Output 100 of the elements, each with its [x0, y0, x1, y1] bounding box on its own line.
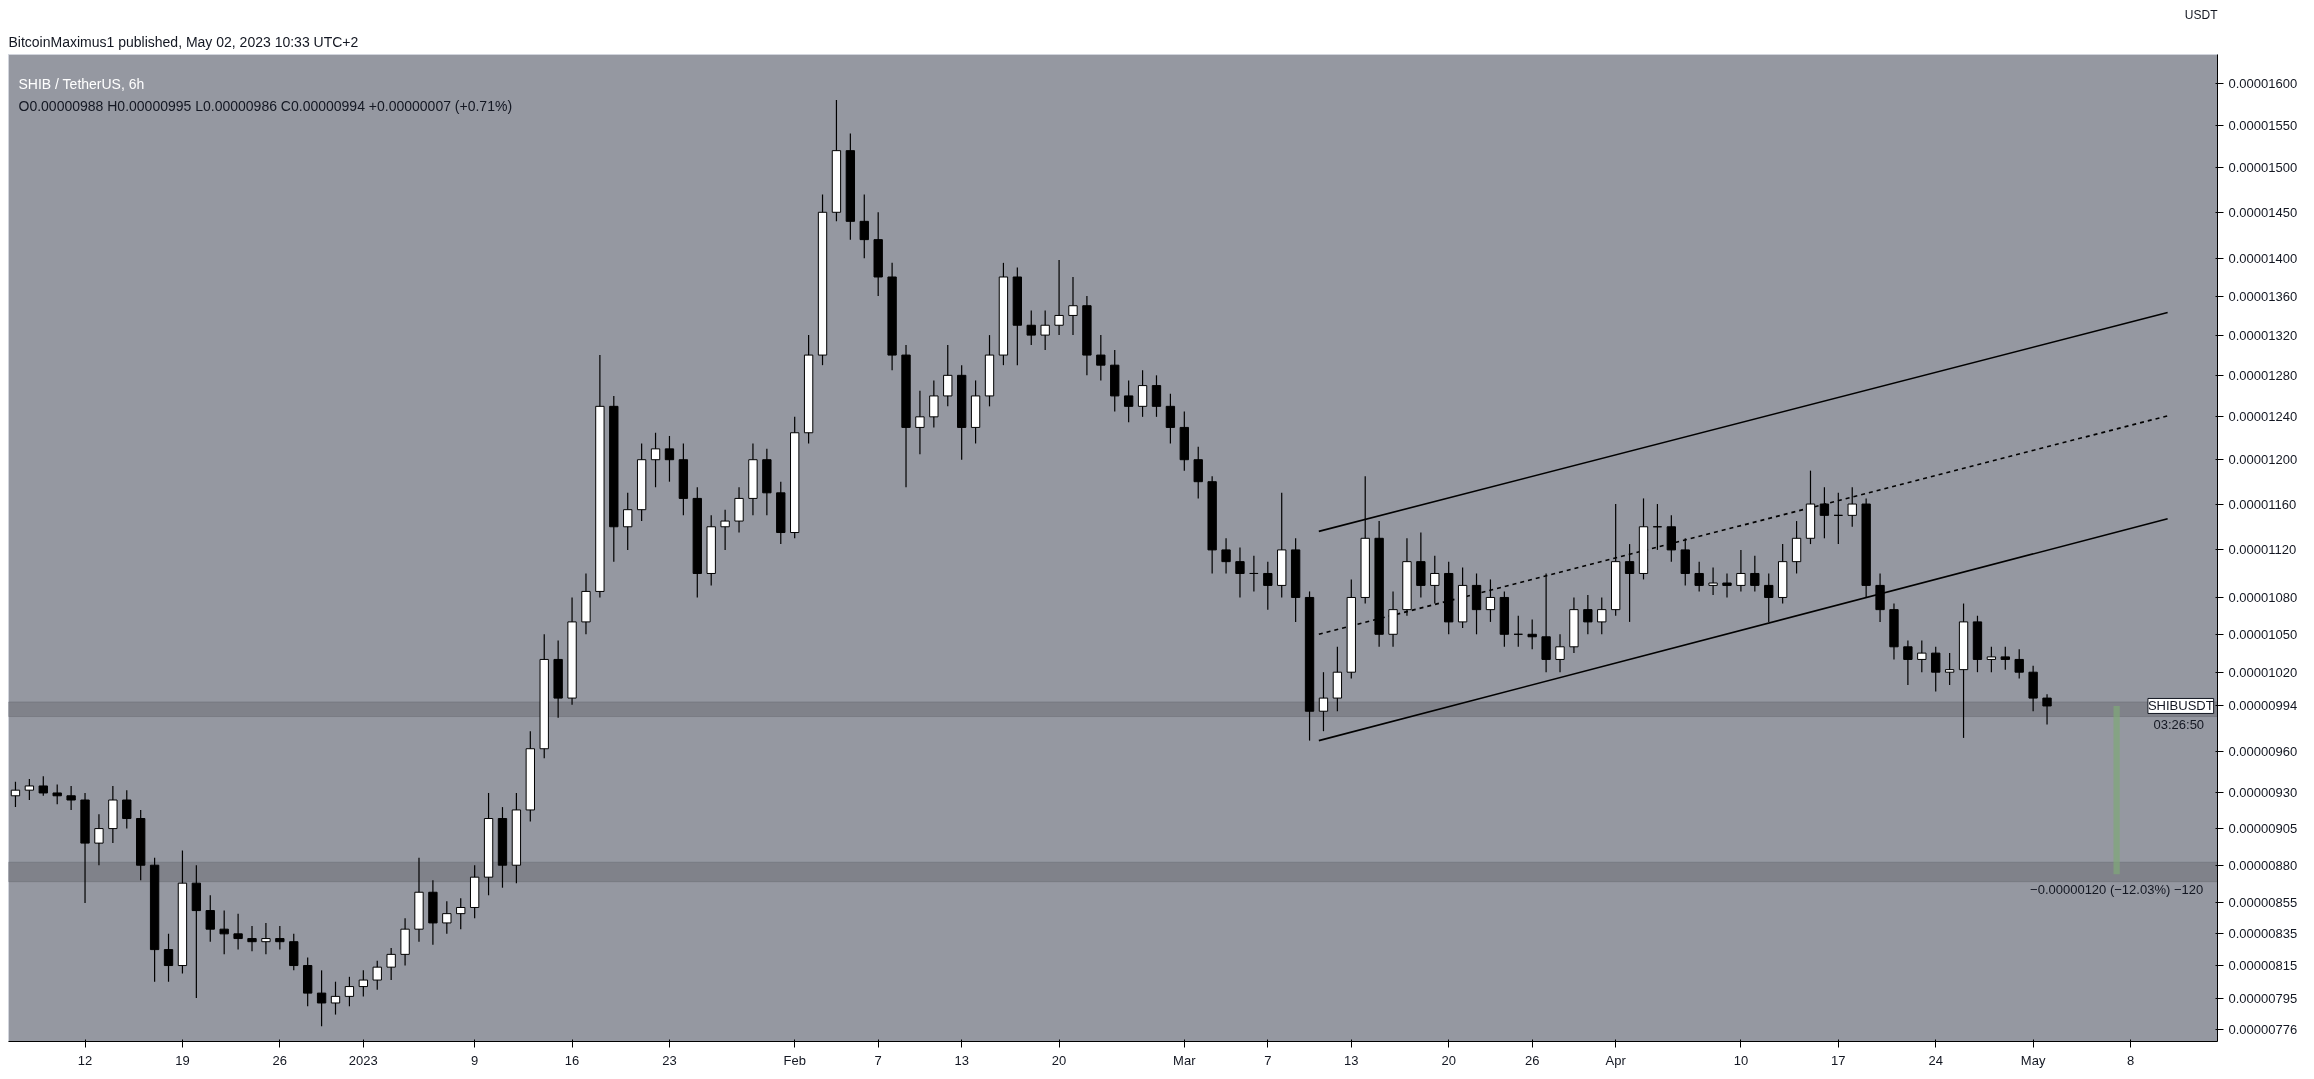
candlestick — [24, 778, 35, 801]
candlestick — [1944, 652, 1955, 686]
candlestick — [1430, 555, 1440, 605]
candlestick — [929, 379, 939, 429]
candlestick — [1263, 561, 1273, 611]
candlestick — [1151, 374, 1162, 418]
candlestick — [1193, 446, 1203, 500]
candlestick — [247, 925, 257, 952]
candlestick — [664, 435, 675, 483]
candlestick — [1165, 393, 1176, 445]
y-tick-label: 0.00001050 — [2228, 626, 2298, 642]
candlestick — [943, 344, 953, 407]
y-tick-label: 0.00001400 — [2228, 250, 2298, 266]
candlestick — [275, 925, 285, 951]
candlestick — [1931, 646, 1941, 693]
x-tick-label: 24 — [1928, 1052, 1943, 1068]
candlestick — [1694, 561, 1704, 593]
candlestick — [442, 900, 452, 935]
candlestick — [456, 897, 466, 930]
text: SHIB / TetherUS, 6h — [18, 75, 145, 92]
x-tick-label: Feb — [783, 1052, 806, 1068]
y-tick-label: 0.00000930 — [2228, 785, 2298, 801]
candlestick — [122, 789, 132, 830]
candlestick — [915, 390, 925, 455]
candlestick — [1847, 486, 1857, 528]
y-tick-label: 0.00001500 — [2228, 160, 2298, 176]
candlestick — [2042, 693, 2052, 726]
candlestick — [720, 509, 730, 551]
candlestick — [316, 969, 327, 1027]
candlestick — [1221, 537, 1231, 575]
candlestick — [1583, 594, 1593, 635]
candlestick — [1791, 520, 1802, 575]
y-tick-label: 0.00001200 — [2228, 452, 2298, 468]
candlestick — [623, 492, 633, 551]
x-tick-label: 10 — [1733, 1052, 1749, 1068]
candlestick — [386, 947, 396, 981]
candlestick — [358, 969, 369, 997]
x-tick-label: 9 — [471, 1052, 479, 1068]
y-tick-label: 0.00000795 — [2228, 990, 2298, 1006]
x-tick-label: 26 — [1524, 1052, 1540, 1068]
y-tick-label: 0.00000815 — [2228, 958, 2298, 974]
x-tick-label: 2023 — [348, 1052, 378, 1068]
candlestick — [1318, 671, 1329, 732]
candlestick — [330, 981, 341, 1016]
candlestick — [1917, 639, 1927, 673]
y-tick-label: 0.00001550 — [2228, 117, 2298, 133]
y-tick-label: 0.00000905 — [2228, 821, 2298, 837]
candlestick — [734, 486, 744, 534]
candlestick — [94, 813, 104, 866]
x-tick-label: 19 — [175, 1052, 190, 1068]
y-tick-label: 0.00000960 — [2228, 743, 2298, 759]
y-tick-label: 0.00001360 — [2228, 288, 2298, 304]
candlestick — [1416, 531, 1426, 599]
text: BitcoinMaximus1 published, May 02, 2023 10:33 UTC+2 — [8, 33, 359, 50]
annotation: −0.00000120 (−12.03%) −120 — [2030, 882, 2204, 898]
candlestick — [205, 894, 215, 943]
candlestick — [1527, 618, 1537, 650]
candlestick — [261, 922, 271, 955]
candlestick — [1096, 334, 1106, 382]
y-tick-label: 0.00001280 — [2228, 367, 2298, 383]
candlestick — [1750, 555, 1760, 593]
candlestick — [1764, 572, 1774, 623]
x-tick-label: 23 — [662, 1052, 677, 1068]
y-tick-label: 0.00001320 — [2228, 327, 2298, 343]
candlestick — [1624, 543, 1635, 623]
y-tick-label: 0.00001020 — [2228, 664, 2298, 680]
x-tick-label: 13 — [1344, 1052, 1359, 1068]
y-tick-label: 0.00000880 — [2228, 857, 2298, 873]
text: O0.00000988 H0.00000995 L0.00000986 C0.00000994 +0.00000007 (+0.71%) — [18, 97, 513, 114]
x-tick-label: 17 — [1831, 1052, 1846, 1068]
candlestick — [1068, 276, 1078, 336]
candlestick — [66, 785, 76, 811]
candlestick — [2014, 648, 2024, 680]
y-tick-label: 0.00001240 — [2228, 409, 2298, 425]
candlestick — [38, 775, 48, 797]
candlestick — [2000, 646, 2010, 671]
x-tick-label: Mar — [1173, 1052, 1197, 1068]
x-tick-label: 20 — [1441, 1052, 1456, 1068]
candlestick — [344, 976, 355, 1007]
candlestick — [233, 913, 243, 951]
candlestick — [163, 933, 174, 983]
x-tick-label: 7 — [1264, 1052, 1272, 1068]
x-tick-label: 7 — [874, 1052, 882, 1068]
candlestick — [1485, 578, 1496, 623]
candlestick — [1986, 646, 1997, 673]
candlestick — [1819, 486, 1830, 539]
x-tick-label: May — [2020, 1052, 2046, 1068]
candlestick — [859, 193, 869, 259]
candlestick — [1666, 514, 1677, 563]
annotation: 03:26:50 — [2153, 716, 2205, 732]
x-tick-label: 8 — [2126, 1052, 2135, 1068]
candlestick — [1555, 633, 1565, 673]
x-tick-label: 13 — [954, 1052, 969, 1068]
x-tick-label: 12 — [77, 1052, 93, 1068]
y-tick-label: 0.00000835 — [2228, 926, 2298, 942]
x-tick-label: 26 — [272, 1052, 288, 1068]
candlestick — [1026, 309, 1036, 346]
candlestick — [1680, 537, 1690, 587]
candlestick — [650, 432, 661, 488]
x-tick-label: Apr — [1605, 1052, 1627, 1068]
